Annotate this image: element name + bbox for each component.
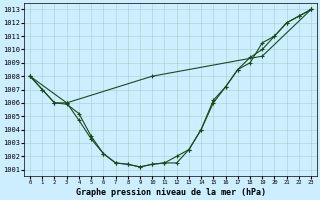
X-axis label: Graphe pression niveau de la mer (hPa): Graphe pression niveau de la mer (hPa): [76, 188, 266, 197]
